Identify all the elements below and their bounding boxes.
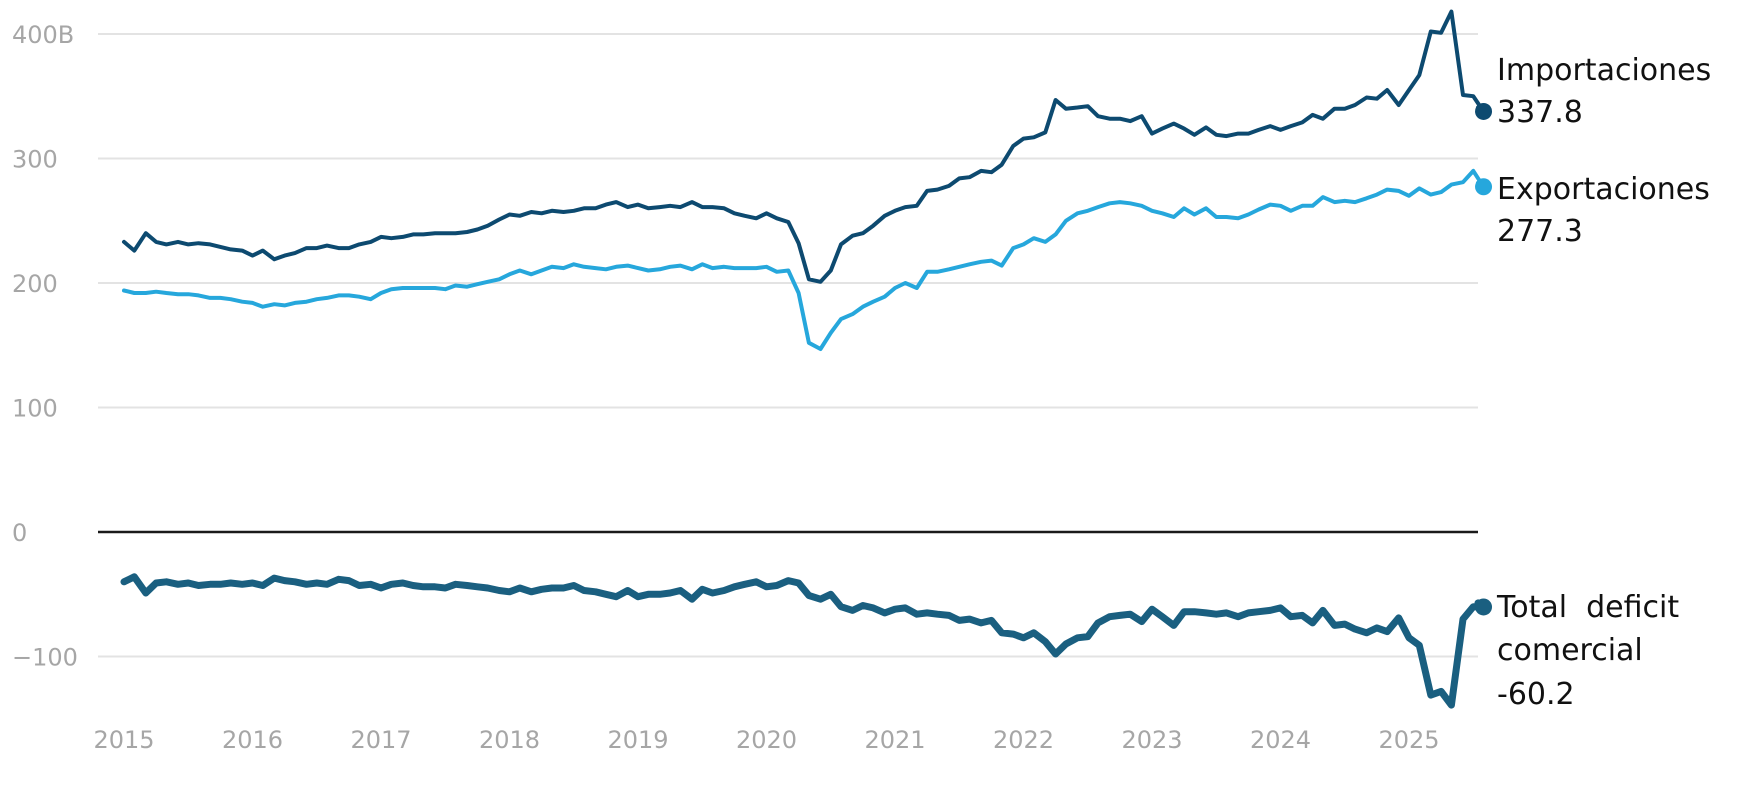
y-tick-label: 400B	[12, 21, 74, 49]
x-tick-label: 2019	[607, 726, 668, 754]
y-tick-label: 300	[12, 146, 58, 174]
y-tick-label: 0	[12, 519, 27, 547]
gridlines	[98, 33, 1478, 658]
imports-end-label: Importaciones 337.8	[1497, 53, 1711, 130]
x-tick-label: 2017	[350, 726, 411, 754]
exports-label-value: 277.3	[1497, 214, 1583, 249]
exports-end-marker	[1475, 178, 1493, 196]
imports-label-value: 337.8	[1497, 95, 1583, 130]
y-axis-tick-labels: 400B 300 200 100 0 −100	[12, 21, 78, 672]
deficit-end-label: Total deficit comercial -60.2	[1496, 590, 1679, 712]
imports-label-name: Importaciones	[1497, 53, 1711, 88]
exports-line	[122, 168, 1486, 351]
x-tick-label: 2021	[864, 726, 925, 754]
x-tick-label: 2018	[479, 726, 540, 754]
imports-end-marker	[1475, 102, 1493, 120]
x-tick-label: 2022	[993, 726, 1054, 754]
series-lines	[120, 9, 1487, 709]
exports-end-label: Exportaciones 277.3	[1497, 172, 1710, 249]
x-tick-label: 2025	[1378, 726, 1439, 754]
y-tick-label: 100	[12, 395, 58, 423]
y-tick-label: 200	[12, 270, 58, 298]
imports-line	[122, 9, 1486, 284]
deficit-label-name-line2: comercial	[1497, 633, 1643, 668]
deficit-label-name: Total deficit	[1496, 590, 1679, 625]
series-end-markers	[1475, 102, 1493, 616]
x-tick-label: 2016	[222, 726, 283, 754]
deficit-end-marker	[1475, 598, 1493, 616]
x-tick-label: 2024	[1250, 726, 1311, 754]
x-tick-label: 2023	[1121, 726, 1182, 754]
x-tick-label: 2020	[736, 726, 797, 754]
y-tick-label: −100	[12, 644, 78, 672]
x-axis-tick-labels: 2015 2016 2017 2018 2019 2020 2021 2022 2023 2024…	[93, 726, 1439, 754]
deficit-label-value: -60.2	[1497, 677, 1575, 712]
x-tick-label: 2015	[93, 726, 154, 754]
deficit-line	[120, 573, 1487, 709]
exports-label-name: Exportaciones	[1497, 172, 1710, 207]
